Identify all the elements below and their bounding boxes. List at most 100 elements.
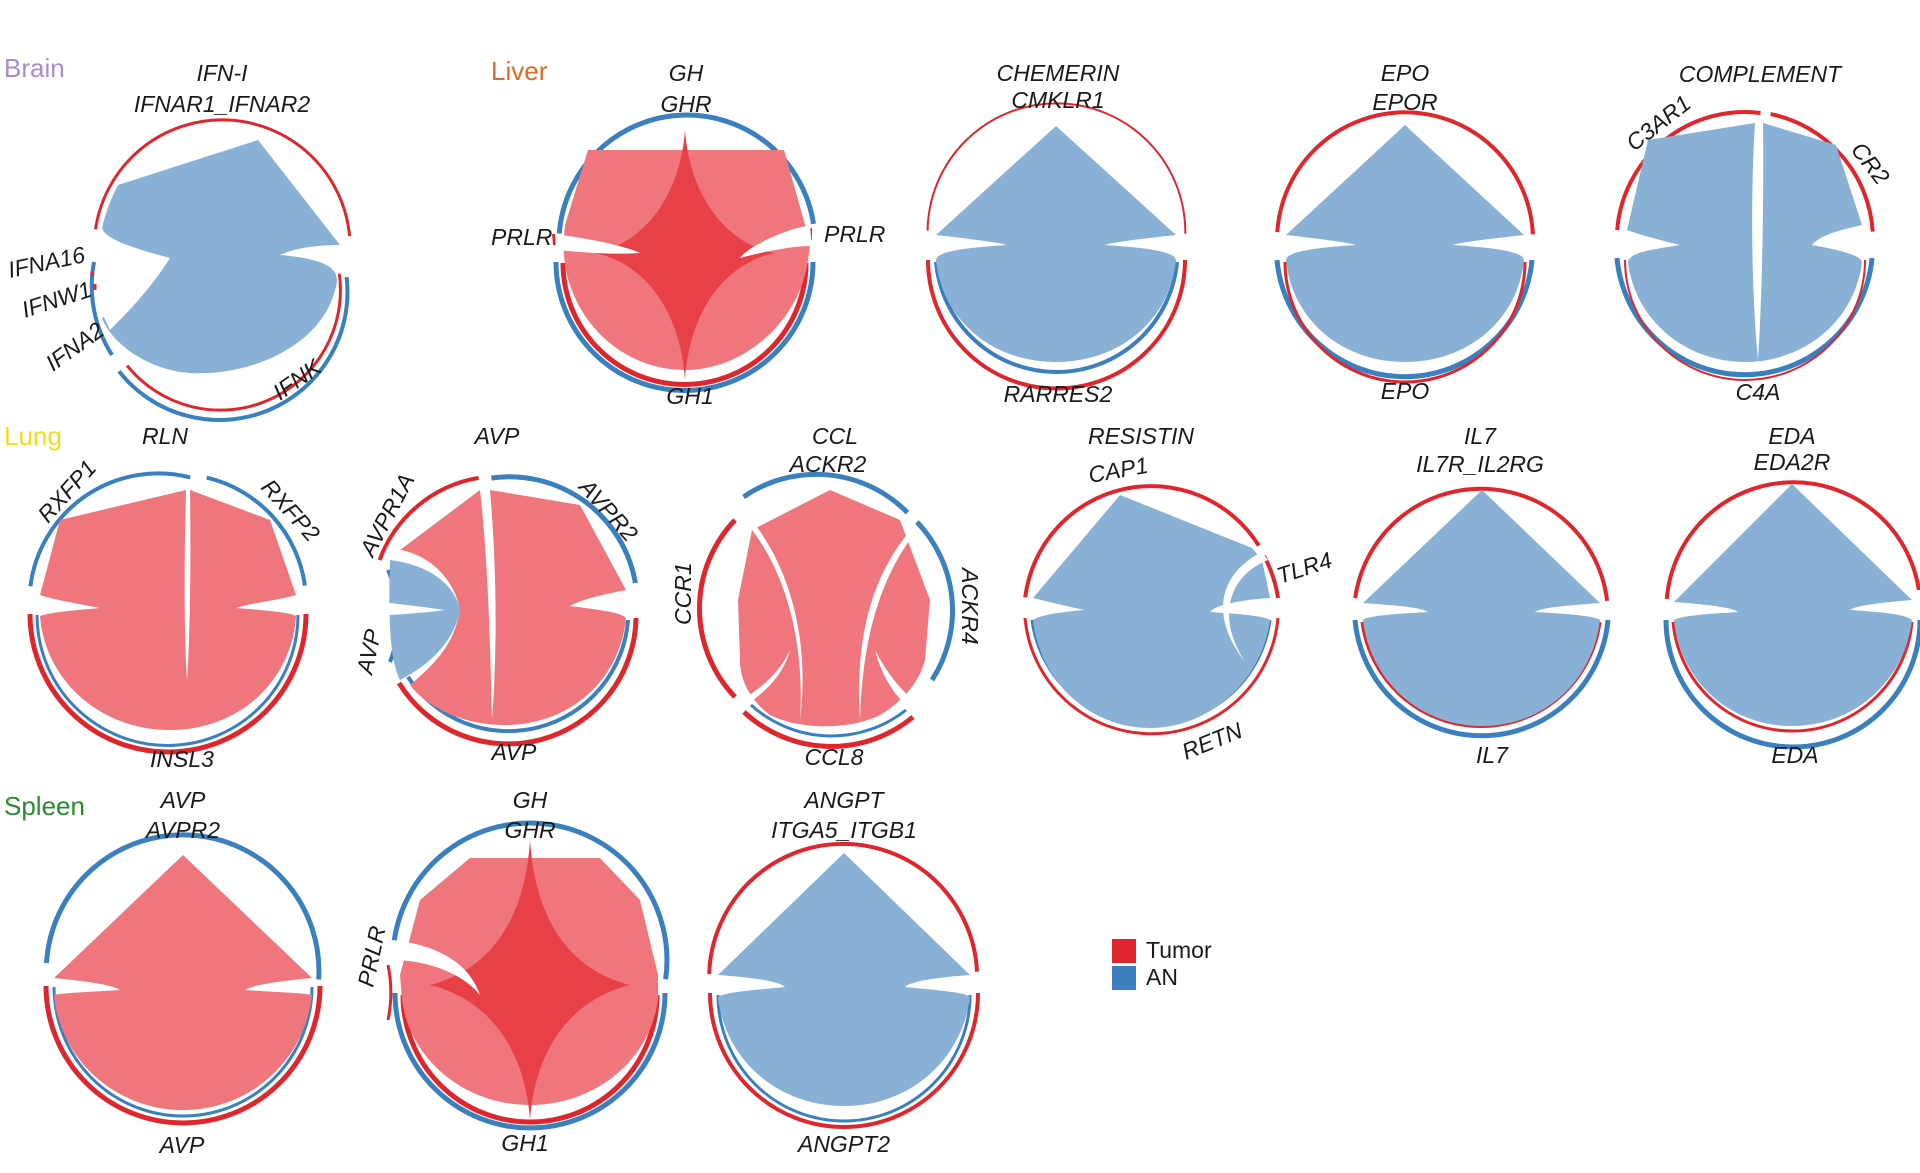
pathway-label: EDA xyxy=(1768,423,1815,449)
chord-gap-right xyxy=(740,225,812,258)
gene-label-ifna2: IFNA2 xyxy=(41,317,109,376)
chord-fill xyxy=(54,855,312,1110)
an-arc-top xyxy=(556,112,816,234)
pathway-label: RESISTIN xyxy=(1088,423,1194,449)
ligand-label: AVP xyxy=(490,739,537,765)
tumor-arc-top xyxy=(1275,110,1535,235)
an-arc-bottom xyxy=(35,614,300,747)
ligand-label: ANGPT2 xyxy=(796,1131,890,1157)
tumor-arc-top xyxy=(94,118,352,237)
chord-plot-lung-il7: IL7 IL7R_IL2RG IL7 xyxy=(1352,423,1611,768)
chord-plot-lung-rln: RLN RXFP1 RXFP2 INSL3 xyxy=(27,423,325,772)
pathway-label: IFN-I xyxy=(196,60,248,86)
gene-label-ccr1: CCR1 xyxy=(670,562,696,625)
legend-swatch-an xyxy=(1112,966,1136,990)
gene-label-ifnw1: IFNW1 xyxy=(19,276,95,323)
tumor-arc-left xyxy=(697,518,737,699)
an-arc-top xyxy=(391,820,670,980)
ligand-label: INSL3 xyxy=(150,746,214,772)
legend-label-an: AN xyxy=(1146,964,1178,990)
chord-gap-1 xyxy=(95,258,170,276)
chord-fill xyxy=(1363,490,1600,726)
pathway-label: COMPLEMENT xyxy=(1679,61,1843,87)
ligand-label: EDA xyxy=(1771,742,1818,768)
ligand-label: GH1 xyxy=(501,1130,548,1156)
an-arc-top-right xyxy=(491,474,638,584)
chord-fill xyxy=(936,126,1176,362)
chord-fill xyxy=(718,853,970,1106)
tumor-arc-left xyxy=(386,964,393,1021)
tumor-arc-top xyxy=(1353,486,1610,602)
gene-label-prlr-left: PRLR xyxy=(491,224,552,250)
ligand-label: GH1 xyxy=(666,383,713,409)
pathway-label: GH xyxy=(669,60,704,86)
pathway-label: CCL xyxy=(812,423,858,449)
tumor-arc-bottom xyxy=(1283,261,1527,384)
ligand-label: RARRES2 xyxy=(1004,381,1113,407)
pathway-label: AVP xyxy=(473,423,520,449)
chord-fill xyxy=(1674,484,1912,726)
ligand-label: IL7 xyxy=(1476,742,1509,768)
tumor-arc-bottom xyxy=(1624,259,1866,381)
pathway-label: EPO xyxy=(1381,60,1430,86)
an-arc-top xyxy=(742,471,910,515)
tissue-label-liver: Liver xyxy=(491,56,548,86)
chord-gap-bottom-left xyxy=(740,650,790,706)
tumor-arc-bottom xyxy=(1671,621,1914,733)
an-arc-right xyxy=(915,520,956,682)
chord-plot-spleen-angpt: ANGPT ITGA5_ITGB1 ANGPT2 xyxy=(707,787,980,1157)
chord-plot-liver-complement: COMPLEMENT C3AR1 CR2 C4A xyxy=(1614,61,1895,405)
tumor-arc-bottom xyxy=(400,994,660,1125)
ligand-label: EPO xyxy=(1381,378,1430,404)
receptor-label: EDA2R xyxy=(1754,449,1831,475)
chord-fill xyxy=(40,490,296,730)
tumor-arc-bottom xyxy=(708,992,980,1129)
chord-gap-bottom-right xyxy=(875,650,916,708)
tissue-label-lung: Lung xyxy=(4,421,62,451)
tumor-arc-top-left xyxy=(377,475,479,561)
chord-center xyxy=(595,130,775,380)
tumor-arc-bottom xyxy=(27,613,309,755)
tissue-label-brain: Brain xyxy=(4,53,65,83)
an-arc-bottom xyxy=(716,994,972,1123)
chord-gap-2 xyxy=(96,258,170,298)
receptor-label: GHR xyxy=(660,91,711,117)
an-arc-bottom xyxy=(1663,619,1920,750)
pathway-label: IL7 xyxy=(1464,423,1497,449)
pathway-label: RLN xyxy=(142,423,188,449)
tumor-arc-top xyxy=(926,102,1187,234)
tumor-arc-top xyxy=(1664,480,1920,600)
gene-label-prlr-right: PRLR xyxy=(824,221,885,247)
an-arc-bottom xyxy=(406,619,630,734)
chord-plot-spleen-gh: GH GHR PRLR GH1 xyxy=(352,787,670,1156)
receptor-label: AVPR2 xyxy=(144,817,220,843)
chord-fill xyxy=(400,490,626,725)
ligand-label: RETN xyxy=(1178,717,1246,765)
legend-label-tumor: Tumor xyxy=(1146,937,1212,963)
ligand-label: C4A xyxy=(1736,379,1781,405)
receptor-label: IL7R_IL2RG xyxy=(1416,451,1544,477)
chord-fill xyxy=(1286,125,1524,362)
chord-plot-liver-epo: EPO EPOR EPO xyxy=(1274,60,1535,404)
receptor-label: CMKLR1 xyxy=(1011,87,1104,113)
an-arc-bottom xyxy=(749,703,907,738)
receptor-label: ACKR2 xyxy=(788,451,867,477)
an-arc-bottom xyxy=(934,261,1179,375)
chord-plot-brain-ifn-i: IFN-I IFNAR1_IFNAR2 IFNA16 IFNW1 IFNA2 I… xyxy=(6,60,352,422)
gene-label-ackr4: ACKR4 xyxy=(957,566,983,645)
gene-label-cr2: CR2 xyxy=(1846,137,1895,189)
chord-gap-left xyxy=(555,234,640,254)
an-arc-bottom xyxy=(553,261,816,393)
tumor-arc-top xyxy=(707,841,979,975)
chord-fill xyxy=(1627,123,1862,362)
legend-swatch-tumor xyxy=(1112,939,1136,963)
an-arc-bottom xyxy=(1614,257,1875,378)
tumor-arc-bottom xyxy=(1023,617,1280,736)
pathway-label: ANGPT xyxy=(802,787,885,813)
chord-an-fill xyxy=(389,560,460,680)
chord-gap xyxy=(392,940,480,995)
chord-plot-lung-eda: EDA EDA2R EDA xyxy=(1663,423,1920,768)
tissue-label-spleen: Spleen xyxy=(4,791,85,821)
gene-label-avp-left: AVP xyxy=(351,626,386,678)
